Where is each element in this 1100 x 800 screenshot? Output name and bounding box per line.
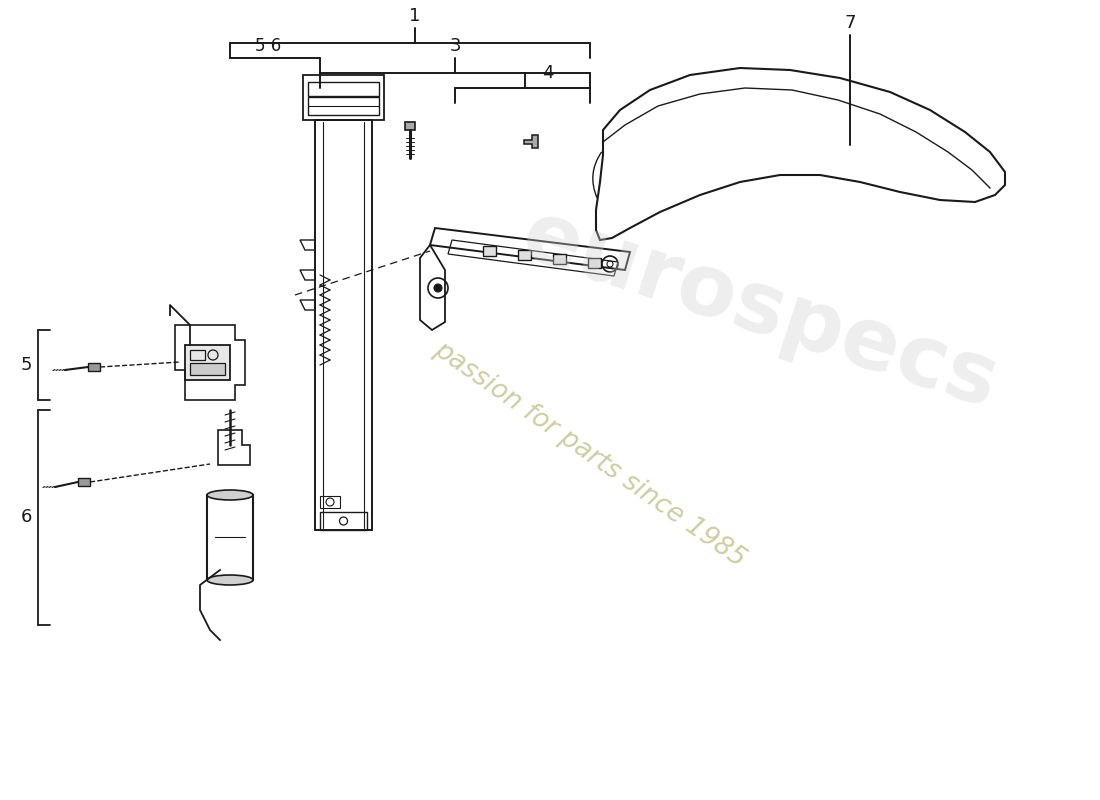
Text: eurospecs: eurospecs <box>512 194 1009 426</box>
Text: 4: 4 <box>542 64 553 82</box>
Text: 6: 6 <box>21 509 32 526</box>
Bar <box>483 246 496 256</box>
Polygon shape <box>524 135 538 148</box>
Bar <box>88 363 100 371</box>
Bar <box>190 363 226 375</box>
Bar <box>78 478 90 486</box>
Bar <box>190 350 205 360</box>
Text: 5: 5 <box>21 356 32 374</box>
Bar <box>207 495 253 580</box>
Bar <box>308 97 380 115</box>
Bar <box>320 496 340 508</box>
Text: passion for parts since 1985: passion for parts since 1985 <box>429 337 750 573</box>
Bar <box>185 345 230 380</box>
Text: 1: 1 <box>409 7 420 25</box>
Bar <box>320 512 367 530</box>
Bar <box>518 250 531 260</box>
Text: 7: 7 <box>845 14 856 32</box>
Bar <box>405 122 415 130</box>
Ellipse shape <box>207 490 253 500</box>
Ellipse shape <box>207 575 253 585</box>
Text: 5 6: 5 6 <box>255 37 282 55</box>
Bar <box>308 82 380 96</box>
Circle shape <box>434 284 442 292</box>
Bar <box>588 258 601 268</box>
Bar <box>553 254 566 264</box>
Text: 3: 3 <box>449 37 461 55</box>
